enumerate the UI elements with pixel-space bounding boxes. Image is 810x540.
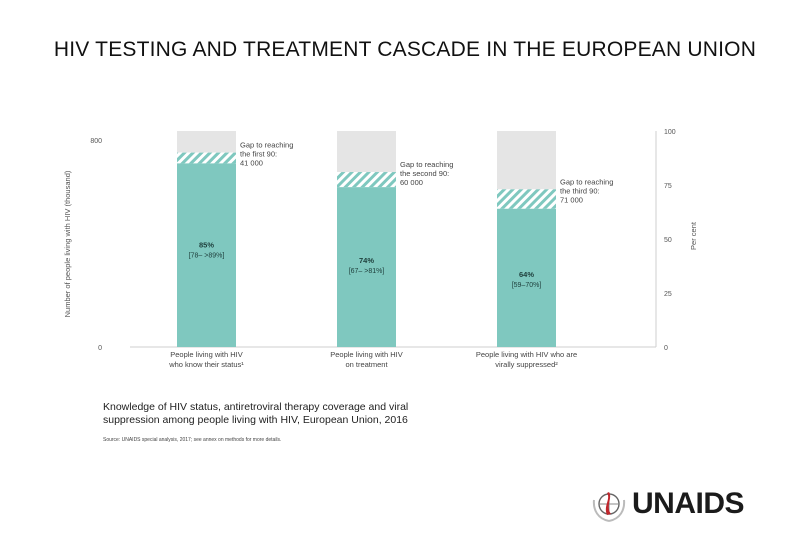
bar-gap-hatched xyxy=(337,172,396,188)
gap-annotation: the second 90: xyxy=(400,169,449,178)
gap-annotation: the first 90: xyxy=(240,150,277,159)
y-right-tick-label: 50 xyxy=(664,237,672,244)
x-tick-label: virally suppressed² xyxy=(495,360,558,369)
bar-gap-hatched xyxy=(497,189,556,209)
bar-value-label: 64% xyxy=(519,270,534,279)
x-tick-label: on treatment xyxy=(345,360,388,369)
bar-remaining xyxy=(177,131,236,153)
gap-annotation: the third 90: xyxy=(560,186,600,195)
y-right-tick-label: 100 xyxy=(664,129,676,136)
y-left-tick-label: 0 xyxy=(98,345,102,352)
logo-text: UNAIDS xyxy=(632,487,745,520)
bar-range-label: [67– >81%] xyxy=(349,268,385,275)
bar-achieved xyxy=(177,163,236,347)
gap-annotation: 71 000 xyxy=(560,195,583,204)
chart-source: Source: UNAIDS special analysis, 2017; s… xyxy=(103,437,282,443)
x-tick-label: who know their status¹ xyxy=(168,360,244,369)
unaids-emblem-icon xyxy=(592,492,626,522)
x-tick-label: People living with HIV xyxy=(170,350,243,359)
bar-gap-hatched xyxy=(177,152,236,164)
gap-annotation: 60 000 xyxy=(400,178,423,187)
gap-annotation: 41 000 xyxy=(240,159,263,168)
page-title: HIV TESTING AND TREATMENT CASCADE IN THE… xyxy=(53,38,757,61)
y-right-tick-label: 0 xyxy=(664,345,668,352)
bar-value-label: 74% xyxy=(359,256,374,265)
bar-remaining xyxy=(497,131,556,190)
gap-annotation: Gap to reaching xyxy=(240,141,293,150)
bar-achieved xyxy=(497,208,556,347)
x-tick-label: People living with HIV xyxy=(330,350,403,359)
gap-annotation: Gap to reaching xyxy=(400,160,453,169)
y-right-tick-label: 25 xyxy=(664,291,672,298)
gap-annotation: Gap to reaching xyxy=(560,177,613,186)
y-right-tick-label: 75 xyxy=(664,183,672,190)
bar-achieved xyxy=(337,187,396,347)
bar-range-label: [59–70%] xyxy=(512,282,542,289)
x-tick-label: People living with HIV who are xyxy=(476,350,577,359)
bar-value-label: 85% xyxy=(199,240,214,249)
y-right-axis-label: Per cent xyxy=(689,221,698,250)
y-left-axis-label: Number of people living with HIV (thousa… xyxy=(63,170,72,317)
bar-remaining xyxy=(337,131,396,173)
chart-caption: Knowledge of HIV status, antiretroviral … xyxy=(103,401,409,426)
unaids-logo: UNAIDS xyxy=(590,484,745,524)
bar-range-label: [78– >89%] xyxy=(189,252,225,259)
y-left-tick-label: 800 xyxy=(90,138,102,145)
